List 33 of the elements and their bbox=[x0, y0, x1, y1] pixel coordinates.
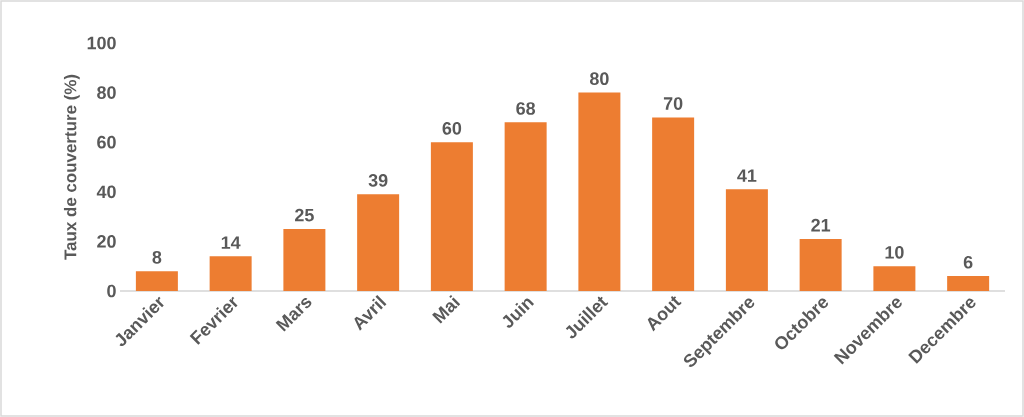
data-label: 39 bbox=[368, 174, 388, 187]
bar bbox=[283, 229, 326, 291]
bar bbox=[873, 266, 916, 291]
bar bbox=[430, 142, 473, 291]
data-label: 68 bbox=[516, 102, 536, 115]
data-label: 8 bbox=[152, 250, 162, 264]
y-tick-label: 80 bbox=[97, 86, 116, 99]
data-label: 25 bbox=[295, 208, 314, 222]
bar bbox=[652, 117, 695, 291]
y-axis-title: Taux de couverture (%) bbox=[63, 74, 80, 260]
bar bbox=[357, 194, 400, 291]
data-label: 70 bbox=[663, 97, 683, 110]
data-label: 80 bbox=[589, 72, 609, 86]
y-tick-label: 0 bbox=[107, 284, 116, 298]
bar bbox=[504, 122, 547, 291]
data-label: 60 bbox=[442, 121, 462, 135]
y-tick-label: 60 bbox=[97, 135, 116, 149]
bar bbox=[135, 271, 178, 291]
x-tick-label: Mai bbox=[432, 295, 461, 324]
data-label: 6 bbox=[963, 255, 973, 269]
bar bbox=[725, 189, 768, 291]
y-tick-label: 100 bbox=[87, 36, 116, 50]
data-label: 21 bbox=[811, 218, 831, 232]
bar bbox=[947, 276, 990, 291]
y-tick-label: 20 bbox=[97, 235, 116, 248]
bar bbox=[799, 238, 842, 291]
data-label: 41 bbox=[737, 169, 757, 182]
bar bbox=[209, 256, 252, 291]
data-label: 10 bbox=[885, 245, 904, 259]
bar bbox=[578, 92, 621, 291]
x-tick-label: Juin bbox=[502, 298, 535, 328]
y-tick-label: 40 bbox=[96, 185, 116, 199]
data-label: 14 bbox=[221, 236, 241, 249]
